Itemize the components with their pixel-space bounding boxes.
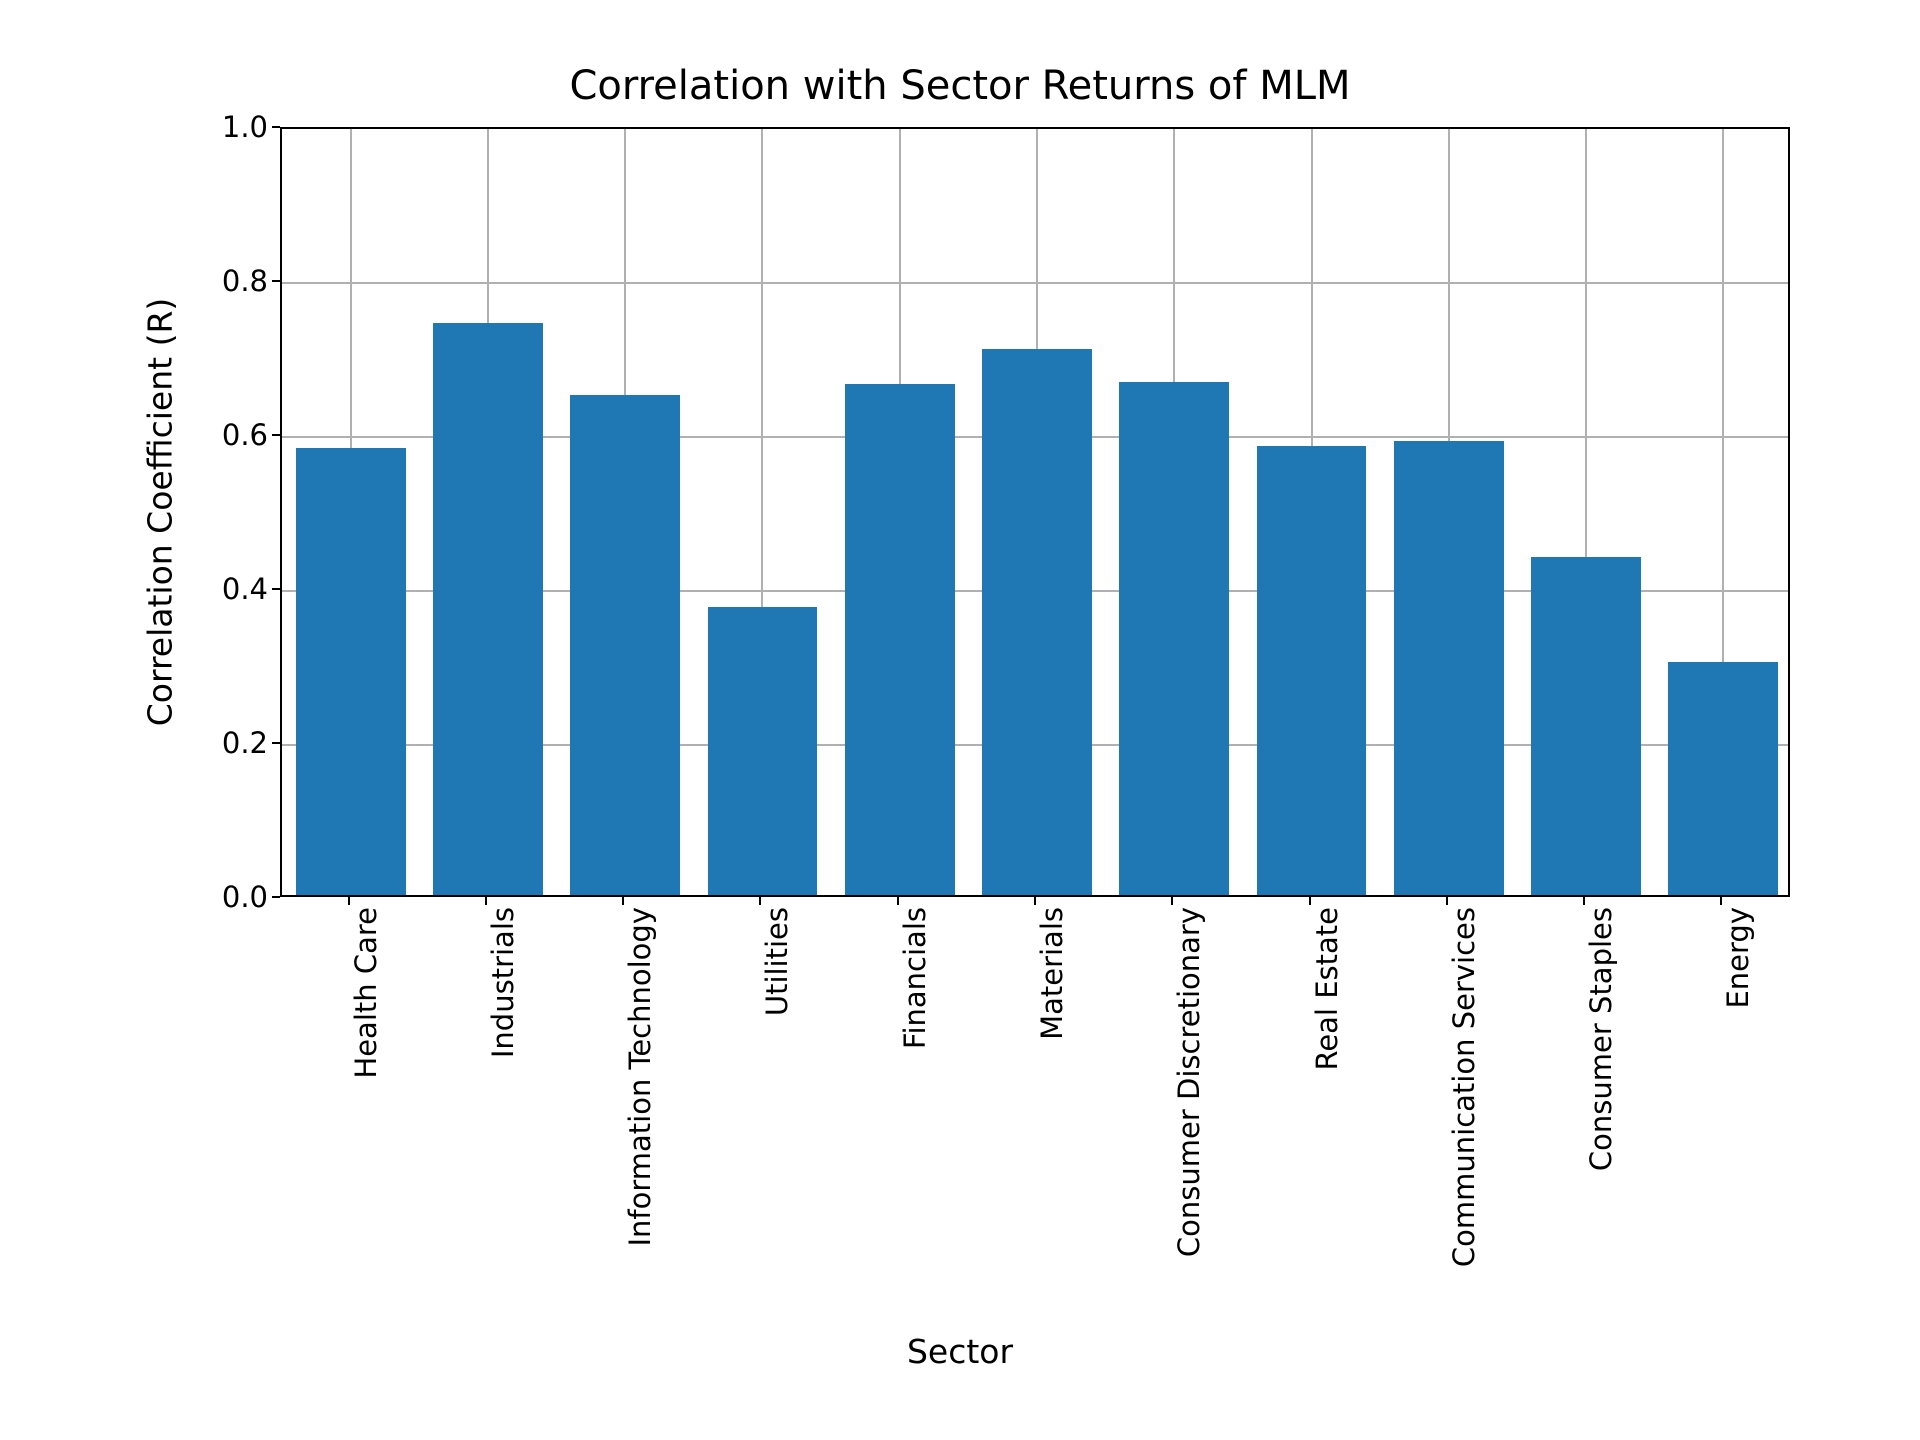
bar bbox=[708, 607, 818, 895]
bar bbox=[1119, 382, 1229, 895]
x-tick-mark bbox=[1034, 897, 1036, 905]
bar bbox=[845, 384, 955, 895]
x-tick-label: Health Care bbox=[349, 907, 383, 1079]
y-ticks: 0.00.20.40.60.81.0 bbox=[130, 127, 280, 897]
x-tick-label: Consumer Staples bbox=[1584, 907, 1618, 1171]
y-tick-label: 1.0 bbox=[222, 110, 268, 144]
bar bbox=[1668, 662, 1778, 895]
x-tick-mark bbox=[1171, 897, 1173, 905]
x-tick-mark bbox=[1720, 897, 1722, 905]
bar bbox=[570, 395, 680, 896]
x-tick-label: Energy bbox=[1721, 907, 1755, 1009]
x-axis-label: Sector bbox=[907, 1332, 1013, 1371]
bar bbox=[1531, 557, 1641, 895]
bar bbox=[982, 349, 1092, 895]
y-tick-label: 0.4 bbox=[222, 572, 268, 606]
bar bbox=[433, 323, 543, 895]
x-tick-label: Financials bbox=[898, 907, 932, 1049]
x-tick-mark bbox=[897, 897, 899, 905]
x-tick-mark bbox=[1446, 897, 1448, 905]
grid-line-horizontal bbox=[282, 282, 1788, 284]
y-tick-label: 0.2 bbox=[222, 726, 268, 760]
x-tick-mark bbox=[759, 897, 761, 905]
x-tick-mark bbox=[622, 897, 624, 905]
x-tick-label: Communication Services bbox=[1447, 907, 1481, 1267]
y-tick-mark bbox=[272, 588, 280, 590]
bar bbox=[1394, 441, 1504, 895]
chart-container: Correlation with Sector Returns of MLM C… bbox=[130, 63, 1790, 1377]
bar bbox=[296, 448, 406, 895]
x-tick-mark bbox=[1583, 897, 1585, 905]
plot-with-axes: Correlation Coefficient (R) 0.00.20.40.6… bbox=[130, 127, 1790, 1377]
bar bbox=[1257, 446, 1367, 895]
y-tick-mark bbox=[272, 742, 280, 744]
x-tick-label: Real Estate bbox=[1310, 907, 1344, 1071]
x-tick-label: Consumer Discretionary bbox=[1172, 907, 1206, 1257]
x-tick-mark bbox=[485, 897, 487, 905]
x-tick-label: Utilities bbox=[760, 907, 794, 1016]
y-tick-mark bbox=[272, 280, 280, 282]
x-tick-label: Industrials bbox=[486, 907, 520, 1058]
y-tick-mark bbox=[272, 896, 280, 898]
y-tick-mark bbox=[272, 434, 280, 436]
x-tick-mark bbox=[348, 897, 350, 905]
x-tick-mark bbox=[1309, 897, 1311, 905]
y-tick-label: 0.8 bbox=[222, 264, 268, 298]
y-tick-mark bbox=[272, 126, 280, 128]
y-tick-label: 0.6 bbox=[222, 418, 268, 452]
x-ticks: Health Care Industrials Information Techno… bbox=[280, 897, 1790, 1377]
plot-area bbox=[280, 127, 1790, 897]
y-tick-label: 0.0 bbox=[222, 880, 268, 914]
x-tick-label: Information Technology bbox=[623, 907, 657, 1247]
chart-title: Correlation with Sector Returns of MLM bbox=[130, 63, 1790, 109]
x-tick-label: Materials bbox=[1035, 907, 1069, 1040]
